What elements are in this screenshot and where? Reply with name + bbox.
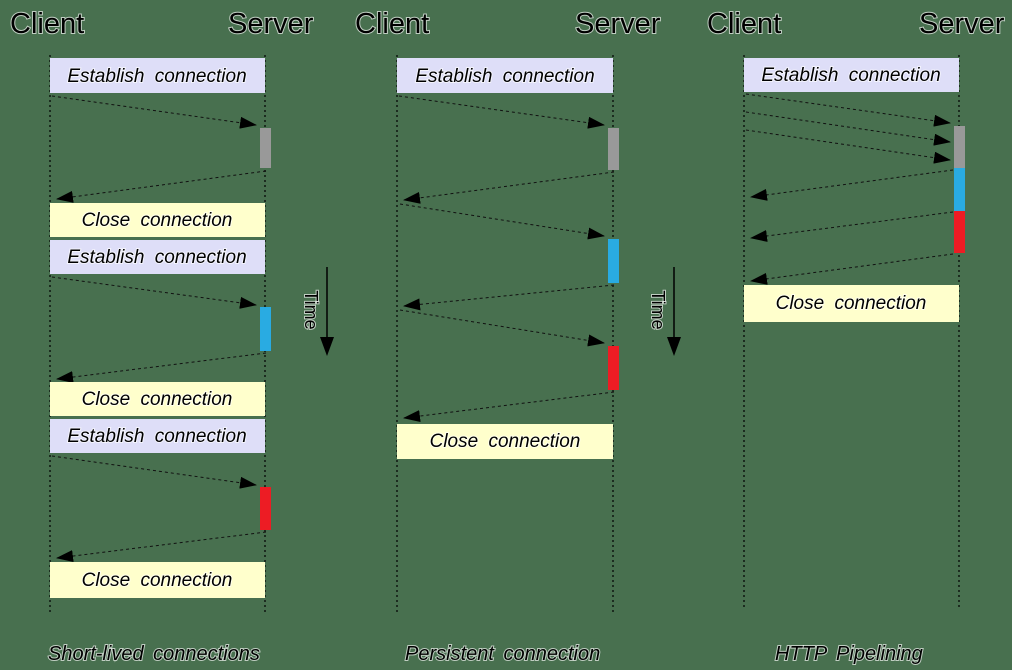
column-persistent: Client Server Establish connection Close… — [354, 7, 662, 666]
column-short-lived: Client Server Establish connection Close… — [9, 7, 315, 666]
response-arrow — [56, 170, 267, 203]
caption-persistent-connection: Persistent connection — [405, 643, 600, 665]
caption-http-pipelining: HTTP Pipelining — [775, 643, 923, 665]
pipelined-request-arrow — [745, 111, 951, 146]
response-arrow — [56, 531, 267, 562]
column-pipelining: Client Server Establish connection Close… — [706, 7, 1006, 666]
response-arrow — [750, 211, 954, 242]
server-processing-bar-gray — [954, 126, 965, 168]
client-label: Client — [10, 8, 84, 40]
server-processing-bar-red — [608, 346, 619, 390]
close-connection-label: Close connection — [430, 431, 581, 452]
request-arrow — [399, 203, 605, 240]
request-arrow — [51, 95, 257, 129]
time-label: Time — [301, 290, 321, 329]
establish-connection-box — [50, 419, 265, 453]
request-arrow — [51, 276, 257, 309]
server-processing-bar-red — [954, 211, 965, 253]
response-arrow — [403, 284, 615, 311]
client-label: Client — [707, 8, 781, 40]
close-connection-box — [397, 424, 613, 459]
server-processing-bar-red — [260, 487, 271, 530]
time-axis: Time — [300, 267, 334, 356]
time-arrow-head — [320, 337, 334, 356]
time-arrow-head — [667, 337, 681, 356]
request-arrow — [399, 309, 605, 347]
response-arrow — [56, 352, 267, 383]
establish-connection-label: Establish connection — [415, 66, 594, 87]
establish-connection-label: Establish connection — [67, 66, 246, 87]
close-connection-label: Close connection — [776, 293, 927, 314]
request-arrow — [398, 95, 605, 129]
client-label: Client — [355, 8, 429, 40]
establish-connection-box — [50, 240, 265, 274]
server-processing-bar-blue — [608, 239, 619, 283]
request-arrow — [51, 455, 257, 489]
close-connection-label: Close connection — [82, 210, 233, 231]
server-processing-bar-blue — [954, 168, 965, 211]
pipelined-request-arrow — [745, 93, 951, 127]
time-label: Time — [648, 290, 668, 329]
caption-short-lived-connections: Short-lived connections — [48, 643, 260, 665]
close-connection-box — [50, 562, 265, 598]
close-connection-box — [744, 285, 959, 322]
establish-connection-label: Establish connection — [67, 247, 246, 268]
close-connection-box — [50, 382, 265, 416]
establish-connection-label: Establish connection — [761, 65, 940, 86]
server-label: Server — [919, 8, 1005, 40]
server-processing-bar-blue — [260, 307, 271, 351]
server-label: Server — [575, 8, 661, 40]
close-connection-label: Close connection — [82, 570, 233, 591]
server-processing-bar-gray — [608, 128, 619, 170]
establish-connection-box — [744, 58, 959, 92]
response-arrow — [750, 253, 954, 285]
server-processing-bar-gray — [260, 128, 271, 168]
response-arrow — [403, 391, 615, 422]
close-connection-label: Close connection — [82, 389, 233, 410]
close-connection-box — [50, 203, 265, 237]
response-arrow — [403, 171, 615, 204]
time-axis: Time — [647, 267, 681, 356]
response-arrow — [750, 169, 954, 201]
establish-connection-label: Establish connection — [67, 426, 246, 447]
establish-connection-box — [397, 58, 613, 93]
server-label: Server — [228, 8, 314, 40]
establish-connection-box — [50, 58, 265, 93]
pipelined-request-arrow — [745, 129, 951, 164]
